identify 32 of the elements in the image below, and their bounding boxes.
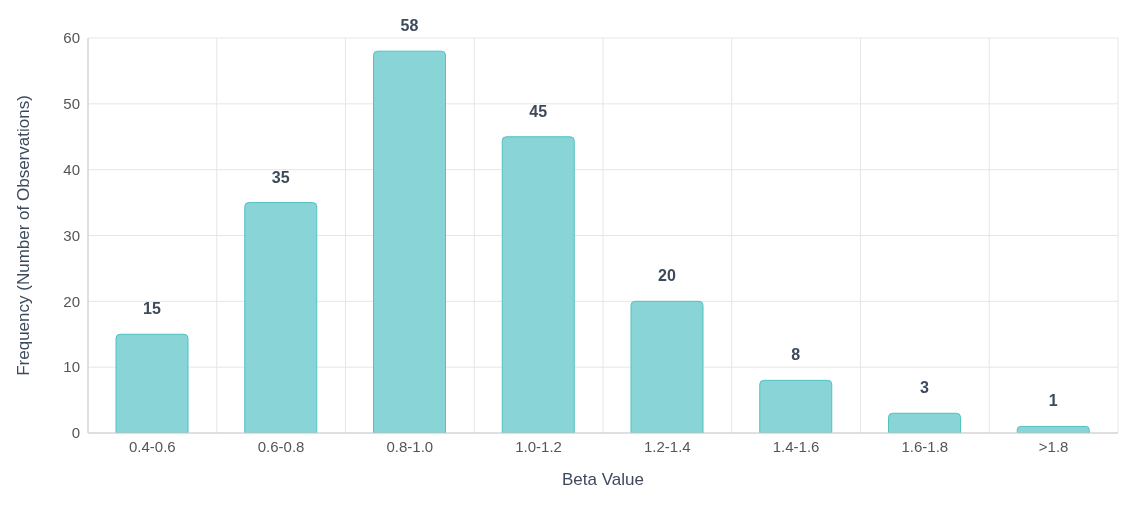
bar	[115, 333, 189, 433]
y-tick-label: 10	[63, 358, 80, 376]
x-tick-label: 1.2-1.4	[644, 437, 691, 455]
y-axis-title: Frequency (Number of Observations)	[14, 95, 34, 376]
data-label: 20	[658, 267, 676, 285]
x-tick-label: 1.6-1.8	[901, 437, 949, 455]
x-tick-label: 1.4-1.6	[772, 437, 820, 455]
x-tick-label: 1.0-1.2	[515, 437, 562, 455]
x-tick-label: 0.4-0.6	[129, 437, 176, 455]
bar	[244, 202, 318, 433]
x-tick-label: 0.8-1.0	[386, 437, 434, 455]
y-tick-label: 20	[63, 292, 80, 310]
bar	[373, 50, 446, 433]
x-tick-label: >1.8	[1038, 437, 1069, 455]
bar	[888, 412, 961, 433]
y-tick-label: 30	[63, 226, 80, 244]
x-tick-label: 0.6-0.8	[257, 437, 305, 455]
data-label: 58	[400, 17, 419, 35]
data-label: 8	[791, 346, 801, 364]
y-tick-label: 0	[71, 424, 80, 442]
x-axis-title: Beta Value	[562, 470, 644, 489]
data-label: 1	[1048, 392, 1058, 410]
y-tick-label: 60	[63, 29, 80, 47]
y-tick-label: 40	[63, 160, 80, 178]
data-label: 15	[143, 300, 161, 318]
bar	[501, 136, 575, 433]
y-tick-label: 50	[63, 95, 80, 113]
bar	[759, 379, 833, 433]
data-label: 45	[529, 102, 548, 120]
bar	[630, 300, 704, 433]
data-label: 3	[920, 379, 930, 397]
data-label: 35	[271, 168, 290, 186]
